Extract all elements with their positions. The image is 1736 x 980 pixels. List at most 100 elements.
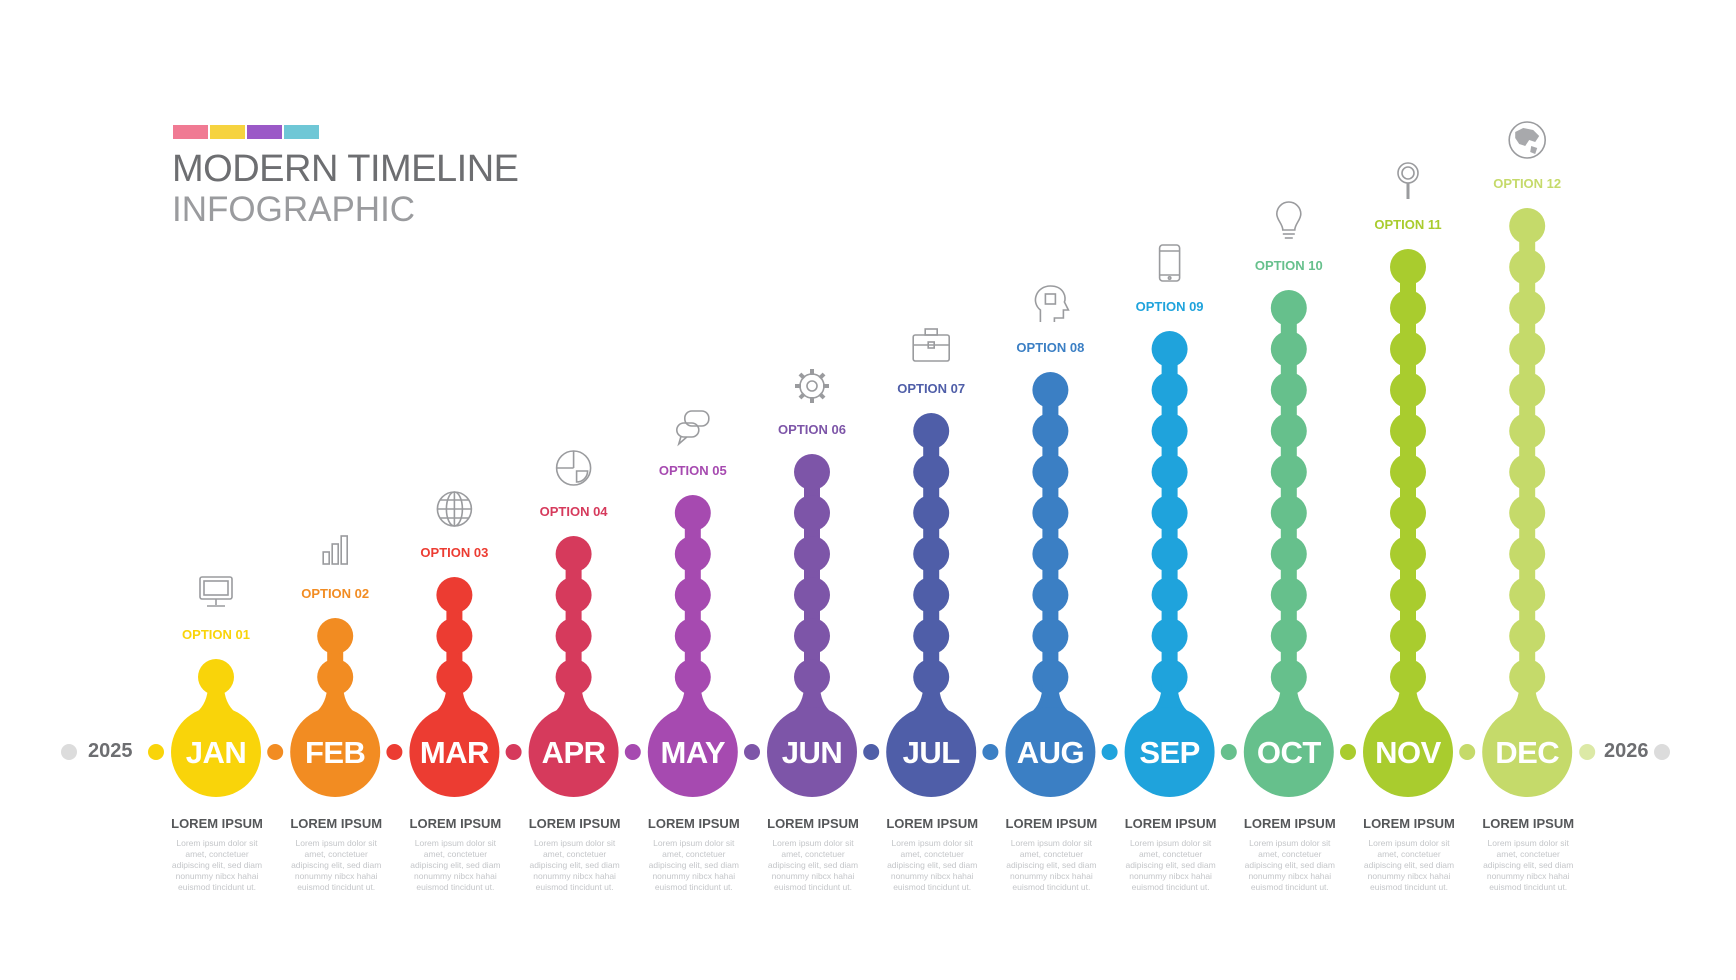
bead: [317, 618, 354, 654]
description-heading: LOREM IPSUM: [290, 816, 383, 831]
connector-dot: [1220, 744, 1237, 760]
connector-dot: [863, 744, 880, 760]
month-label: FEB: [304, 735, 366, 770]
option-label: OPTION 03: [420, 545, 489, 560]
connector-dot: [982, 744, 999, 760]
page-title: MODERN TIMELINE: [172, 148, 519, 190]
month-circle: [409, 707, 500, 797]
month-column-feb: [267, 535, 381, 797]
bead: [1032, 618, 1069, 654]
bead: [674, 577, 711, 613]
magnifier-icon: [1397, 162, 1419, 199]
bead: [1390, 536, 1426, 572]
month-label: JAN: [185, 735, 247, 770]
description-body: Lorem ipsum dolor sit amet, conctetuer a…: [1244, 838, 1335, 892]
bead: [1270, 659, 1307, 695]
month-label: MAR: [419, 735, 490, 770]
month-circle: [767, 707, 857, 797]
bar-chart-icon: [322, 535, 349, 565]
bead: [1390, 618, 1426, 654]
description-body: Lorem ipsum dolor sit amet, conctetuer a…: [1363, 838, 1455, 892]
pie-chart-icon: [555, 450, 592, 486]
month-column-jul: [863, 328, 977, 797]
page-subtitle: INFOGRAPHIC: [172, 190, 416, 229]
description-heading: LOREM IPSUM: [528, 816, 621, 831]
bead-neck: [1388, 685, 1428, 713]
bead-neck: [672, 685, 713, 713]
option-label: OPTION 04: [539, 504, 608, 519]
connector-dot: [744, 744, 760, 760]
month-column-sep: [1101, 244, 1215, 797]
month-label: OCT: [1256, 735, 1321, 770]
option-label: OPTION 11: [1374, 217, 1442, 232]
bead-neck: [1268, 685, 1309, 713]
bead: [1509, 372, 1546, 408]
bead: [794, 618, 830, 654]
description-body: Lorem ipsum dolor sit amet, conctetuer a…: [410, 838, 501, 892]
swatch-pink: [173, 125, 208, 139]
bead: [1390, 454, 1426, 490]
description-body: Lorem ipsum dolor sit amet, conctetuer a…: [1483, 838, 1574, 892]
gear-icon: [795, 369, 829, 403]
description-body: Lorem ipsum dolor sit amet, conctetuer a…: [887, 838, 978, 892]
head-icon: [1034, 285, 1070, 322]
bead: [1270, 290, 1307, 326]
bead: [794, 454, 830, 490]
bead: [1390, 331, 1426, 367]
bead: [1390, 372, 1426, 408]
smartphone-icon: [1158, 244, 1181, 282]
bead: [794, 536, 830, 572]
month-label: JUN: [781, 735, 843, 770]
lightbulb-icon: [1275, 201, 1302, 239]
bead: [1390, 659, 1426, 695]
bead: [1032, 372, 1069, 408]
bead: [555, 536, 592, 572]
connector-dot: [1101, 744, 1118, 760]
description-heading: LOREM IPSUM: [409, 816, 502, 831]
bead: [674, 495, 711, 531]
bead: [1151, 495, 1188, 531]
bead: [913, 536, 950, 572]
description-heading: LOREM IPSUM: [886, 816, 979, 831]
bead: [436, 659, 473, 695]
bead: [1151, 536, 1188, 572]
month-column-jan: [148, 576, 261, 797]
bead: [913, 659, 950, 695]
option-label: OPTION 07: [897, 381, 966, 396]
bead: [1151, 659, 1188, 695]
bead-neck: [1030, 685, 1071, 713]
option-label: OPTION 01: [182, 627, 250, 642]
bead: [555, 618, 592, 654]
bead: [1390, 413, 1426, 449]
month-circle: [886, 707, 977, 797]
bead-neck: [434, 685, 475, 713]
bead: [1151, 331, 1188, 367]
bead: [1151, 618, 1188, 654]
option-label: OPTION 12: [1493, 176, 1562, 191]
bead: [1509, 249, 1546, 285]
timeline-start-dot: [61, 744, 77, 760]
month-circle: [1005, 707, 1096, 797]
bead: [317, 659, 354, 695]
bead: [198, 659, 234, 695]
bead: [1032, 659, 1069, 695]
bead: [1270, 618, 1307, 654]
month-label: MAY: [660, 735, 726, 770]
connector-dot: [1579, 744, 1596, 760]
month-circle: [528, 707, 619, 797]
bead: [1270, 331, 1307, 367]
description-heading: LOREM IPSUM: [1243, 816, 1336, 831]
description-heading: LOREM IPSUM: [171, 816, 263, 831]
connector-dot: [1340, 744, 1356, 760]
bead: [555, 659, 592, 695]
option-label: OPTION 06: [778, 422, 846, 437]
bead: [1509, 413, 1546, 449]
month-label: APR: [541, 735, 606, 770]
bead: [1032, 454, 1069, 490]
month-column-nov: [1340, 162, 1453, 797]
bead: [674, 536, 711, 572]
bead: [1390, 249, 1426, 285]
description-heading: LOREM IPSUM: [1482, 816, 1575, 831]
